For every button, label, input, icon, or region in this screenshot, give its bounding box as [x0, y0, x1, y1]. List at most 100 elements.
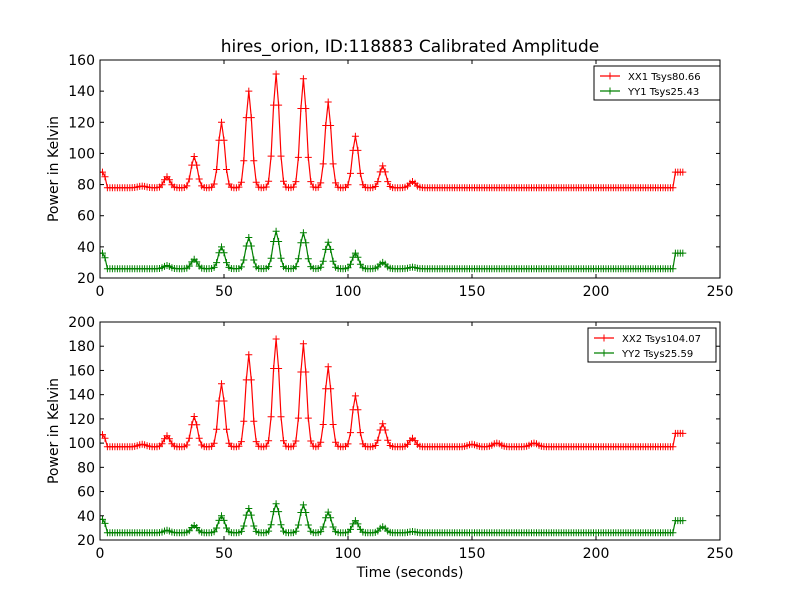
data-point	[347, 429, 354, 437]
y-tick-label: 20	[77, 533, 95, 549]
y-tick-label: 40	[77, 240, 95, 256]
data-point	[265, 177, 273, 185]
data-point	[250, 417, 258, 425]
y-tick-label: 20	[77, 271, 95, 287]
legend-label: YY2 Tsys25.59	[621, 349, 693, 360]
data-point	[267, 254, 275, 262]
data-point	[101, 434, 109, 442]
data-point	[319, 257, 327, 265]
y-tick-label: 40	[77, 509, 95, 525]
data-point	[314, 442, 322, 450]
data-point	[354, 253, 362, 261]
y-tick-label: 140	[68, 84, 95, 100]
x-tick-label: 200	[583, 546, 610, 562]
x-tick-label: 0	[96, 546, 105, 562]
chart-title: hires_orion, ID:118883 Calibrated Amplit…	[221, 37, 600, 57]
legend-marker	[606, 72, 614, 80]
data-point	[210, 180, 218, 188]
data-point	[351, 392, 359, 400]
data-point	[275, 365, 283, 372]
data-point	[165, 435, 173, 443]
data-point	[307, 178, 315, 186]
data-point	[319, 160, 327, 168]
data-point	[371, 442, 379, 449]
legend-marker	[600, 349, 608, 357]
y-tick-label: 80	[77, 460, 95, 476]
data-point	[193, 421, 201, 429]
data-point	[220, 397, 228, 405]
data-point	[262, 442, 270, 450]
y-tick-label: 120	[68, 412, 95, 428]
data-point	[237, 178, 245, 186]
data-point	[245, 505, 253, 512]
data-point	[223, 524, 230, 532]
data-point	[272, 500, 280, 508]
data-point	[237, 263, 245, 271]
data-point	[223, 425, 230, 433]
data-point	[317, 179, 325, 187]
data-point	[329, 257, 337, 265]
series-yy1	[100, 227, 687, 273]
data-point	[210, 263, 218, 271]
data-point	[218, 118, 225, 126]
data-point	[213, 166, 221, 173]
x-tick-label: 0	[96, 284, 105, 300]
data-point	[324, 238, 332, 246]
data-point	[247, 114, 255, 122]
data-point	[351, 249, 359, 257]
data-point	[669, 443, 677, 451]
legend-marker	[606, 87, 614, 95]
data-point	[384, 178, 392, 186]
data-point	[356, 429, 364, 437]
data-point	[304, 153, 312, 161]
data-point	[669, 184, 677, 192]
y-tick-label: 100	[68, 146, 95, 162]
data-point	[351, 132, 359, 140]
data-point	[294, 521, 302, 529]
data-point	[299, 501, 307, 509]
data-point	[304, 255, 312, 263]
data-point	[218, 380, 225, 388]
data-point	[220, 516, 228, 524]
data-point	[329, 421, 337, 428]
data-point	[210, 528, 218, 536]
data-point	[250, 157, 258, 165]
data-point	[329, 523, 337, 531]
data-point	[319, 523, 327, 531]
data-point	[247, 376, 255, 384]
x-tick-label: 50	[215, 546, 233, 562]
legend-label: XX2 Tsys104.07	[622, 334, 701, 345]
data-point	[250, 256, 258, 264]
data-point	[245, 351, 253, 359]
series-yy2	[100, 500, 687, 537]
data-point	[379, 162, 387, 170]
data-point	[294, 153, 302, 161]
x-tick-label: 100	[335, 284, 362, 300]
data-point	[245, 234, 253, 241]
data-point	[292, 178, 300, 186]
y-tick-label: 200	[68, 315, 95, 331]
data-point	[302, 239, 310, 247]
y-axis-label: Power in Kelvin	[46, 116, 62, 222]
data-point	[384, 436, 392, 444]
data-point	[304, 414, 312, 422]
data-point	[356, 169, 364, 177]
data-point	[265, 527, 273, 535]
data-point	[165, 176, 173, 184]
data-point	[213, 259, 221, 267]
x-tick-label: 50	[215, 284, 233, 300]
data-point	[299, 340, 307, 348]
data-point	[292, 263, 300, 271]
data-point	[275, 238, 283, 245]
data-point	[332, 179, 340, 187]
data-point	[262, 183, 270, 191]
data-point	[240, 157, 248, 165]
y-tick-label: 60	[77, 209, 95, 225]
data-point	[324, 508, 332, 516]
data-point	[158, 440, 166, 448]
series-xx1	[100, 70, 687, 192]
data-point	[235, 183, 243, 191]
data-point	[272, 335, 280, 343]
data-point	[265, 263, 273, 271]
